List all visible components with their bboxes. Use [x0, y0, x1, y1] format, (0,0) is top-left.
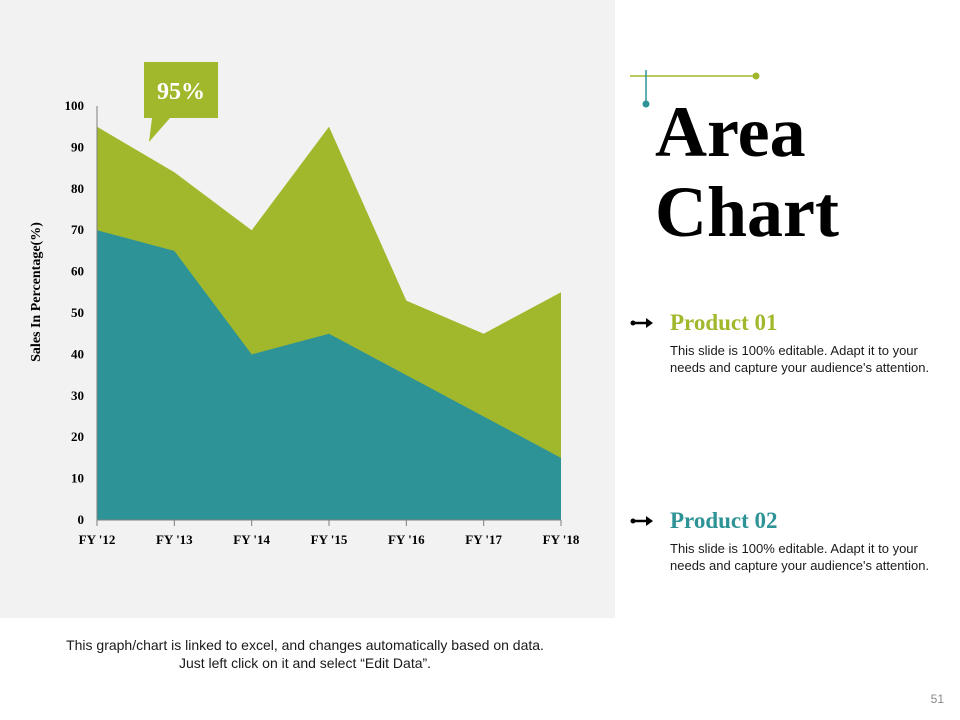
callout: 95%: [144, 62, 218, 142]
product-01-description: This slide is 100% editable. Adapt it to…: [670, 343, 930, 375]
product-01-name: Product 01: [670, 310, 778, 335]
y-tick-label: 70: [71, 222, 84, 237]
product-02-name: Product 02: [670, 508, 778, 533]
y-tick-label: 80: [71, 181, 84, 196]
y-tick-label: 10: [71, 471, 84, 486]
y-tick-label: 20: [71, 429, 84, 444]
x-tick-label: FY '15: [311, 532, 348, 547]
x-tick-label: FY '17: [465, 532, 502, 547]
title-line-1: Area: [655, 92, 806, 172]
y-tick-label: 0: [78, 512, 85, 527]
y-tick-label: 60: [71, 264, 84, 279]
x-tick-label: FY '12: [79, 532, 116, 547]
area-chart[interactable]: 0 10 20 30 40 50 60 70 80 90 100 FY '12 FY '13 FY '1…: [0, 0, 615, 618]
callout-bubble: [144, 62, 218, 142]
arrow-right-icon: [630, 318, 653, 328]
y-tick-label: 50: [71, 305, 84, 320]
area-series-2[interactable]: [97, 230, 561, 520]
y-axis-title: Sales In Percentage(%): [29, 222, 44, 362]
y-tick-label: 40: [71, 346, 84, 361]
x-tick-label: FY '16: [388, 532, 425, 547]
product-02-description: This slide is 100% editable. Adapt it to…: [670, 541, 930, 573]
product-01-block: Product 01 This slide is 100% editable. …: [630, 310, 950, 376]
title-line-2: Chart: [655, 172, 839, 252]
page-number: 51: [930, 692, 944, 706]
decorative-line-icon: [630, 70, 760, 108]
x-tick-label: FY '18: [543, 532, 580, 547]
product-02-block: Product 02 This slide is 100% editable. …: [630, 508, 950, 574]
callout-label: 95%: [157, 79, 205, 105]
y-tick-label: 90: [71, 139, 84, 154]
y-tick-label: 100: [65, 98, 85, 113]
y-tick-label: 30: [71, 388, 84, 403]
x-tick-label: FY '14: [233, 532, 270, 547]
arrow-right-icon: [630, 516, 653, 526]
slide-title: Area Chart: [655, 92, 955, 252]
x-tick-label: FY '13: [156, 532, 193, 547]
footnote: This graph/chart is linked to excel, and…: [66, 637, 544, 671]
